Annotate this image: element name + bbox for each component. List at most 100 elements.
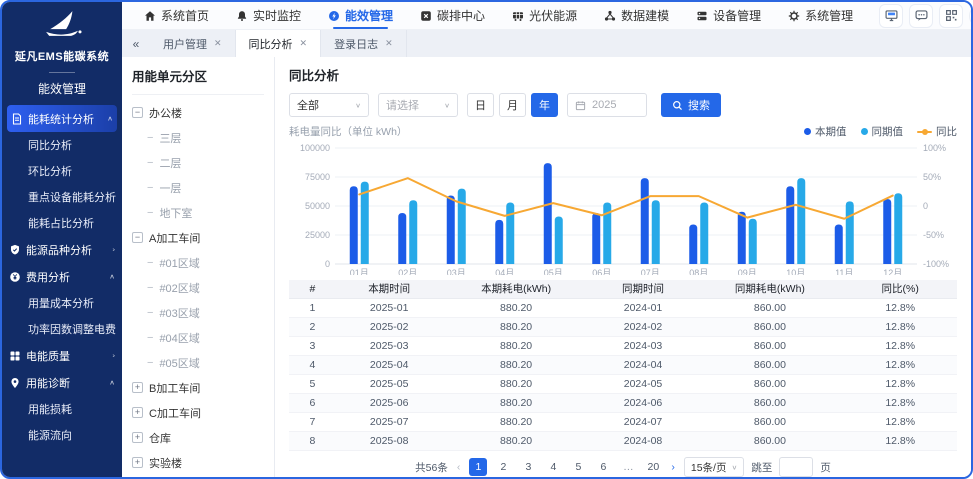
nav-item-2[interactable]: 能效管理 <box>328 2 393 29</box>
leaf-dash-icon: − <box>147 257 153 269</box>
tree-node-6[interactable]: −#01区域 <box>132 250 264 275</box>
tree-node-9[interactable]: −#04区域 <box>132 325 264 350</box>
tree-node-8[interactable]: −#03区域 <box>132 300 264 325</box>
page-size-select[interactable]: 15条/页∨ <box>684 457 744 477</box>
tab-close-icon[interactable]: ✕ <box>214 38 222 49</box>
sidebar-subitem-0-3[interactable]: 能耗占比分析 <box>2 210 122 236</box>
period-day-button[interactable]: 日 <box>467 93 494 117</box>
page-button-4[interactable]: 4 <box>544 458 562 476</box>
expand-node-icon[interactable]: + <box>132 407 143 418</box>
page-button-3[interactable]: 3 <box>519 458 537 476</box>
tree-node-3[interactable]: −一层 <box>132 175 264 200</box>
sidebar-subitem-4-0[interactable]: 用能损耗 <box>2 396 122 422</box>
tree-node-13[interactable]: +仓库 <box>132 425 264 450</box>
qrcode-button[interactable] <box>940 5 962 27</box>
table-cell: 880.20 <box>443 356 590 375</box>
nav-item-0[interactable]: 系统首页 <box>144 2 209 29</box>
svg-text:09月: 09月 <box>738 268 757 275</box>
svg-text:25000: 25000 <box>305 230 330 240</box>
chevron-down-icon: ∨ <box>731 463 737 470</box>
sidebar-subitem-0-2[interactable]: 重点设备能耗分析 <box>2 184 122 210</box>
period-month-button[interactable]: 月 <box>499 93 526 117</box>
yoy-chart: 0250005000075000100000100%50%0-50%-100%0… <box>289 140 957 275</box>
tree-node-2[interactable]: −二层 <box>132 150 264 175</box>
svg-text:50%: 50% <box>923 172 941 182</box>
tree-node-5[interactable]: −A加工车间 <box>132 225 264 250</box>
scope-select[interactable]: 全部 ∨ <box>289 93 369 117</box>
message-button[interactable] <box>910 5 932 27</box>
tree-node-label: 地下室 <box>159 205 192 221</box>
legend-item-1[interactable]: 同期值 <box>861 124 904 139</box>
svg-text:100000: 100000 <box>300 143 330 153</box>
nav-item-5[interactable]: 数据建模 <box>604 2 669 29</box>
next-page-icon[interactable]: › <box>669 461 677 473</box>
tab-1[interactable]: 同比分析✕ <box>236 30 322 57</box>
collapse-tabs-button[interactable]: « <box>122 30 150 57</box>
collapse-node-icon[interactable]: − <box>132 232 143 243</box>
search-icon <box>672 100 683 111</box>
prev-page-icon[interactable]: ‹ <box>455 461 463 473</box>
collapse-node-icon[interactable]: − <box>132 107 143 118</box>
page-ellipsis: … <box>619 458 637 476</box>
expand-node-icon[interactable]: + <box>132 457 143 468</box>
sidebar-subitem-4-1[interactable]: 能源流向 <box>2 422 122 448</box>
table-cell: 2024-02 <box>590 318 697 337</box>
nav-item-1[interactable]: 实时监控 <box>236 2 301 29</box>
page-button-5[interactable]: 5 <box>569 458 587 476</box>
year-picker[interactable]: 2025 <box>567 93 647 117</box>
nav-item-label: 光伏能源 <box>529 7 577 24</box>
svg-text:100%: 100% <box>923 143 946 153</box>
topnav-items: 系统首页实时监控能效管理碳排中心 光伏能源 数据建模设备管理系统管理 <box>144 2 880 29</box>
tree-node-14[interactable]: +实验楼 <box>132 450 264 475</box>
sidebar-subitem-2-0[interactable]: 用量成本分析 <box>2 290 122 316</box>
sidebar-item-1[interactable]: 能源品种分析› <box>2 236 122 263</box>
tree-node-7[interactable]: −#02区域 <box>132 275 264 300</box>
tree-node-11[interactable]: + B加工车间 <box>132 375 264 400</box>
page-button-2[interactable]: 2 <box>494 458 512 476</box>
expand-node-icon[interactable]: + <box>132 382 143 393</box>
tab-close-icon[interactable]: ✕ <box>385 38 393 49</box>
legend-item-0[interactable]: 本期值 <box>804 124 847 139</box>
unit-select[interactable]: 请选择 ∨ <box>378 93 458 117</box>
tab-2[interactable]: 登录日志✕ <box>321 30 407 57</box>
legend-label: 本期值 <box>815 124 847 139</box>
tree-node-4[interactable]: −地下室 <box>132 200 264 225</box>
nav-item-7[interactable]: 系统管理 <box>788 2 853 29</box>
page-button-20[interactable]: 20 <box>644 458 662 476</box>
sidebar-item-2[interactable]: 费用分析∧ <box>2 263 122 290</box>
screen-button[interactable] <box>880 5 902 27</box>
page-button-1[interactable]: 1 <box>469 458 487 476</box>
nav-item-4[interactable]: 光伏能源 <box>512 2 577 29</box>
table-cell: 860.00 <box>696 413 843 432</box>
table-cell: 2025-04 <box>336 356 443 375</box>
page-button-6[interactable]: 6 <box>594 458 612 476</box>
nav-item-6[interactable]: 设备管理 <box>696 2 761 29</box>
leaf-dash-icon: − <box>147 182 153 194</box>
jump-page-input[interactable] <box>779 457 813 477</box>
table-cell: 860.00 <box>696 337 843 356</box>
tree-node-0[interactable]: −办公楼 <box>132 100 264 125</box>
period-year-button[interactable]: 年 <box>531 93 558 117</box>
chevron-down-icon: ∨ <box>444 101 450 108</box>
search-button[interactable]: 搜索 <box>661 93 721 117</box>
tree-node-12[interactable]: +C加工车间 <box>132 400 264 425</box>
tree-node-10[interactable]: −#05区域 <box>132 350 264 375</box>
expand-node-icon[interactable]: + <box>132 432 143 443</box>
sidebar-subitem-0-1[interactable]: 环比分析 <box>2 158 122 184</box>
home-icon <box>144 10 156 22</box>
tree-node-label: B加工车间 <box>149 380 200 396</box>
chevron-right-icon: › <box>112 352 115 359</box>
tab-0[interactable]: 用户管理✕ <box>150 30 236 57</box>
sidebar-item-0[interactable]: 能耗统计分析∧ <box>7 105 117 132</box>
nav-item-3[interactable]: 碳排中心 <box>420 2 485 29</box>
gear-icon <box>788 10 800 22</box>
leaf-dash-icon: − <box>147 157 153 169</box>
sidebar-subitem-2-1[interactable]: 功率因数调整电费 <box>2 316 122 342</box>
tab-close-icon[interactable]: ✕ <box>300 38 308 49</box>
sidebar-item-3[interactable]: 电能质量› <box>2 342 122 369</box>
leaf-dash-icon: − <box>147 132 153 144</box>
sidebar-subitem-0-0[interactable]: 同比分析 <box>2 132 122 158</box>
sidebar-item-4[interactable]: 用能诊断∧ <box>2 369 122 396</box>
tree-node-1[interactable]: −三层 <box>132 125 264 150</box>
legend-item-2[interactable]: 同比 <box>917 124 957 139</box>
